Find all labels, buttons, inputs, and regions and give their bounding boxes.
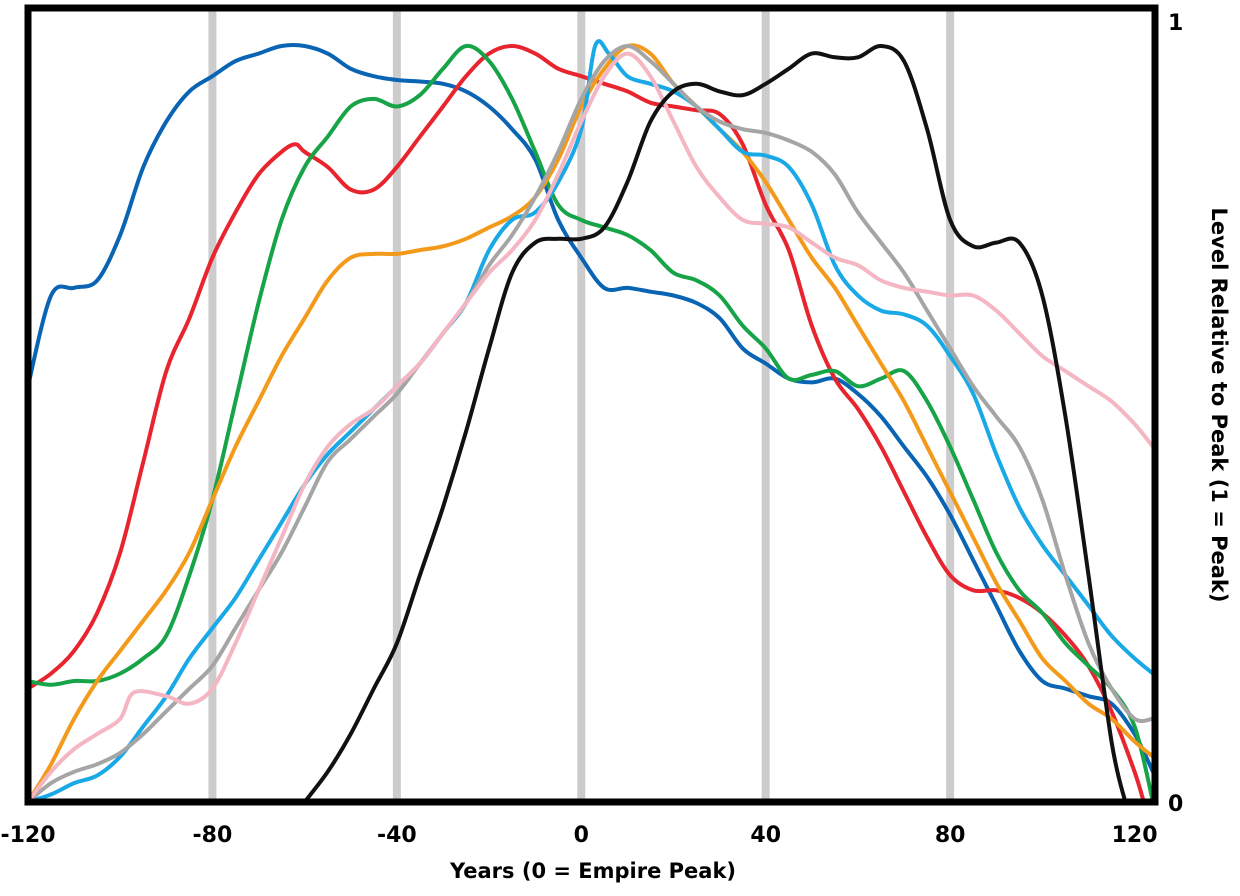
y-tick-label: 0 — [1168, 792, 1183, 817]
series-layer — [26, 39, 1155, 804]
x-tick-labels: -120 -80 -40 0 40 80 120 — [0, 823, 1157, 848]
series-line-8 — [302, 44, 1128, 804]
x-tick-label: 80 — [935, 823, 966, 848]
series-line-4 — [26, 43, 1155, 804]
x-tick-label: 0 — [574, 823, 589, 848]
y-axis-title: Level Relative to Peak (1 = Peak) — [1207, 208, 1231, 603]
x-tick-label: 120 — [1112, 823, 1158, 848]
y-tick-labels: 01 — [1168, 11, 1183, 817]
plot-frame — [24, 4, 1159, 806]
x-tick-label: -120 — [0, 823, 55, 848]
x-tick-label: -80 — [193, 823, 233, 848]
y-tick-label: 1 — [1168, 11, 1183, 36]
series-line-7 — [26, 51, 1155, 804]
series-line-2 — [26, 44, 1146, 804]
x-tick-label: 40 — [750, 823, 781, 848]
series-line-5 — [26, 39, 1155, 804]
series-line-6 — [26, 44, 1155, 804]
x-axis-title: Years (0 = Empire Peak) — [449, 859, 736, 883]
x-tick-label: -40 — [377, 823, 417, 848]
series-line-1 — [26, 43, 1155, 774]
